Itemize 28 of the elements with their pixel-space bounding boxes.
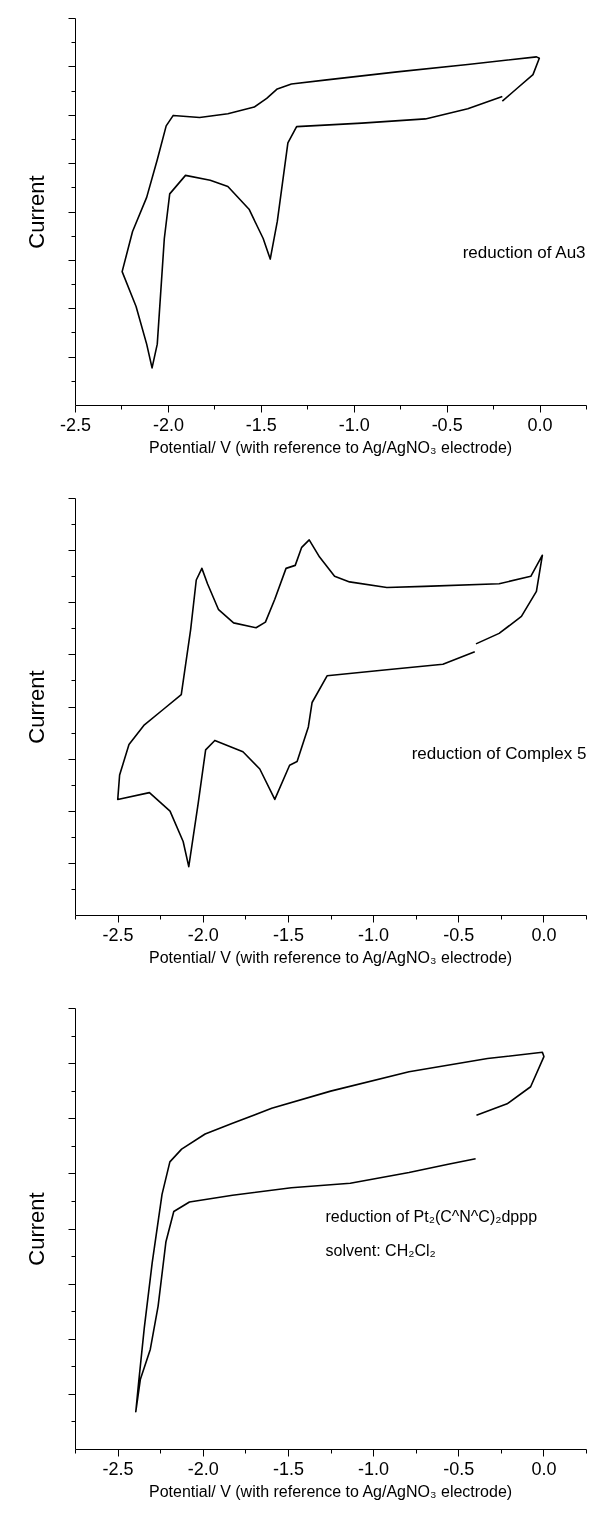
x-tick-label: -2.0 (187, 924, 219, 945)
x-tick-label: -0.5 (431, 414, 463, 435)
x-tick-label: -1.0 (358, 924, 390, 945)
annotation: reduction of Au3 (462, 242, 586, 262)
x-tick-label: 0.0 (527, 414, 553, 435)
x-tick-label: -2.5 (102, 1458, 134, 1479)
x-tick-label: -2.0 (187, 1458, 219, 1479)
x-axis-title: Potential/ V (with reference to Ag/AgNO₃ electrode) (148, 948, 513, 966)
annotation: reduction of Complex 5 (411, 743, 587, 763)
x-tick-label: -1.0 (338, 414, 370, 435)
y-axis-title: Current (23, 670, 49, 744)
x-tick-label: -1.0 (358, 1458, 390, 1479)
annotation: reduction of Pt₂(C^N^C)₂dppp (325, 1208, 538, 1226)
x-tick-label: -2.5 (102, 924, 134, 945)
y-axis-title: Current (23, 1192, 49, 1266)
x-tick-label: -2.5 (59, 414, 92, 435)
y-axis-title: Current (23, 175, 49, 249)
x-tick-label: -0.5 (443, 1458, 475, 1479)
x-tick-label: -2.0 (152, 414, 184, 435)
annotation: solvent: CH₂Cl₂ (325, 1242, 436, 1260)
x-tick-label: -1.5 (272, 1458, 304, 1479)
x-tick-label: -1.5 (245, 414, 277, 435)
x-axis-title: Potential/ V (with reference to Ag/AgNO₃ electrode) (148, 438, 513, 456)
x-tick-label: 0.0 (531, 1458, 557, 1479)
x-tick-label: -0.5 (443, 924, 475, 945)
x-axis-title: Potential/ V (with reference to Ag/AgNO₃ electrode) (148, 1482, 513, 1500)
x-tick-label: -1.5 (272, 924, 304, 945)
x-tick-label: 0.0 (531, 924, 557, 945)
